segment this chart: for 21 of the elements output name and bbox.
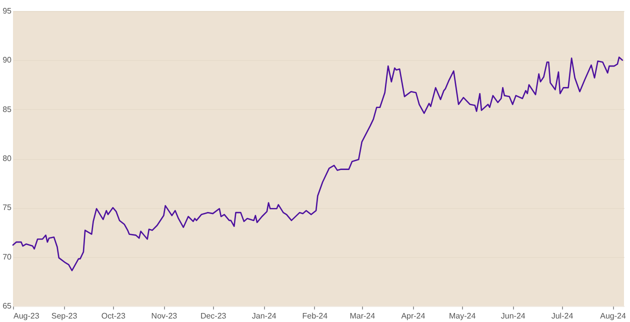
y-tick-label: 90 bbox=[2, 56, 12, 65]
y-tick-label: 70 bbox=[2, 252, 12, 262]
line-series bbox=[12, 56, 624, 272]
x-tick-label: Jul-24 bbox=[551, 312, 574, 320]
y-tick-label: 85 bbox=[2, 104, 12, 114]
x-tick-label: May-24 bbox=[448, 312, 476, 320]
x-tick-label: Jan-24 bbox=[252, 312, 277, 320]
x-tick-label: Apr-24 bbox=[401, 312, 426, 320]
x-tick-label: Mar-24 bbox=[350, 312, 376, 320]
x-tick-label: Oct-23 bbox=[101, 312, 126, 320]
x-tick-label: Aug-23 bbox=[14, 312, 40, 320]
x-tick-label: Nov-23 bbox=[151, 312, 178, 320]
y-tick-label: 95 bbox=[2, 6, 12, 16]
x-tick-label: Jun-24 bbox=[500, 312, 526, 320]
x-tick-label: Feb-24 bbox=[302, 312, 328, 320]
x-tick-label: Aug-24 bbox=[600, 312, 626, 320]
y-tick-label: 65 bbox=[2, 302, 12, 310]
x-tick-label: Dec-23 bbox=[200, 312, 227, 320]
y-tick-label: 75 bbox=[2, 203, 12, 212]
y-tick-label: 80 bbox=[2, 154, 12, 163]
x-tick-label: Sep-23 bbox=[51, 312, 78, 320]
